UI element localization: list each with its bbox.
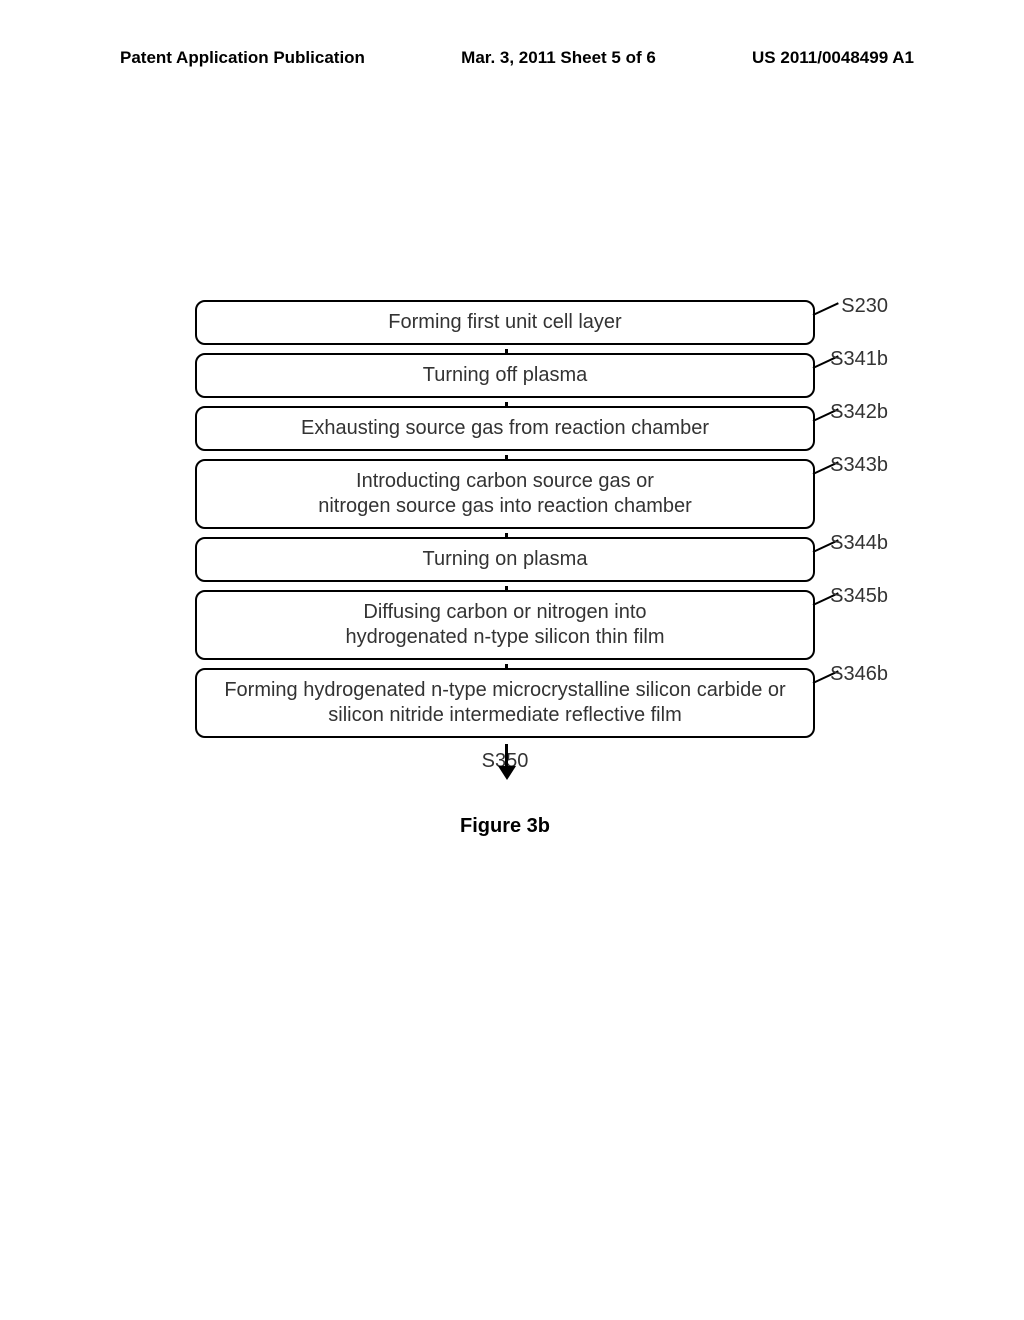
step-label: S346b [830, 662, 888, 687]
flowchart-diagram: Forming first unit cell layerS230 Turning… [155, 300, 855, 838]
header-left: Patent Application Publication [120, 48, 365, 68]
step-box: Forming hydrogenated n-type microcrystal… [195, 668, 815, 738]
step-box: Turning off plasmaS341b [195, 353, 815, 398]
step-label: S342b [830, 400, 888, 425]
step-box: Forming first unit cell layerS230 [195, 300, 815, 345]
header-center: Mar. 3, 2011 Sheet 5 of 6 [461, 48, 656, 68]
step-label: S341b [830, 347, 888, 372]
flowchart-step: Turning off plasmaS341b [155, 353, 855, 398]
header-right: US 2011/0048499 A1 [752, 48, 914, 68]
step-label: S344b [830, 531, 888, 556]
step-label: S345b [830, 584, 888, 609]
step-label: S343b [830, 453, 888, 478]
flowchart-step: Exhausting source gas from reaction cham… [155, 406, 855, 451]
flowchart-step: Forming hydrogenated n-type microcrystal… [155, 668, 855, 738]
flowchart-step: Introducting carbon source gas or nitrog… [155, 459, 855, 529]
step-label: S230 [841, 294, 888, 319]
figure-caption: Figure 3b [155, 815, 855, 838]
step-box: Introducting carbon source gas or nitrog… [195, 459, 815, 529]
flowchart-step: Turning on plasmaS344b [155, 537, 855, 582]
step-box: Turning on plasmaS344b [195, 537, 815, 582]
final-arrow: S350 [155, 744, 855, 773]
page-header: Patent Application Publication Mar. 3, 2… [0, 48, 1024, 68]
flowchart-step: Diffusing carbon or nitrogen into hydrog… [155, 590, 855, 660]
step-box: Exhausting source gas from reaction cham… [195, 406, 815, 451]
step-box: Diffusing carbon or nitrogen into hydrog… [195, 590, 815, 660]
flowchart-step: Forming first unit cell layerS230 [155, 300, 855, 345]
label-pointer-line [813, 302, 839, 316]
